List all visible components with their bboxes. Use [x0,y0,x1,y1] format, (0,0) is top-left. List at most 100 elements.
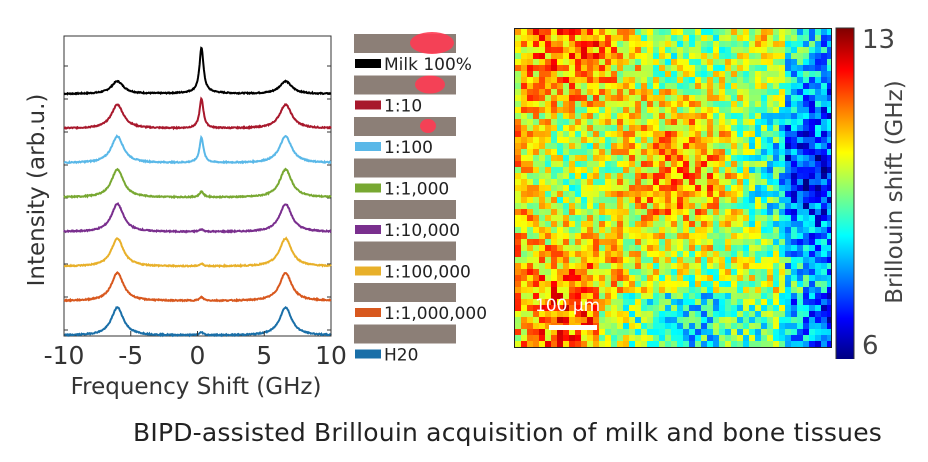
heat-cell [779,191,785,197]
heat-cell [599,113,605,119]
heat-cell [551,59,557,65]
heat-cell [725,299,731,305]
heat-cell [665,125,671,131]
heat-cell [635,95,641,101]
heat-cell [527,167,533,173]
heat-cell [725,161,731,167]
heat-cell [653,311,659,317]
heat-cell [671,65,677,71]
heat-cell [815,131,821,137]
heat-cell [557,305,563,311]
heat-cell [515,95,521,101]
heat-cell [623,311,629,317]
heat-cell [521,83,527,89]
heat-cell [755,299,761,305]
heat-cell [533,317,539,323]
heat-cell [551,215,557,221]
heat-cell [737,155,743,161]
heat-cell [743,101,749,107]
heat-cell [767,179,773,185]
heat-cell [815,149,821,155]
heat-cell [815,119,821,125]
heat-cell [605,59,611,65]
heat-cell [713,185,719,191]
heat-cell [599,53,605,59]
heat-cell [773,299,779,305]
heat-cell [659,197,665,203]
heat-cell [767,197,773,203]
heat-cell [713,161,719,167]
heat-cell [791,221,797,227]
heat-cell [533,209,539,215]
heat-cell [647,89,653,95]
heat-cell [569,65,575,71]
heat-cell [545,95,551,101]
heat-cell [641,161,647,167]
heat-cell [641,113,647,119]
heat-cell [725,173,731,179]
heat-cell [683,251,689,257]
heat-cell [737,311,743,317]
caption-text: BIPD-assisted Brillouin acquisition of m… [133,418,882,447]
heat-cell [659,263,665,269]
heat-cell [701,71,707,77]
heat-cell [635,125,641,131]
heat-cell [689,335,695,341]
heat-cell [647,155,653,161]
heat-cell [689,107,695,113]
heat-cell [569,203,575,209]
heat-cell [707,167,713,173]
heat-cell [683,71,689,77]
heat-cell [575,227,581,233]
heat-cell [563,47,569,53]
heat-cell [821,83,827,89]
heat-cell [767,125,773,131]
heat-cell [533,179,539,185]
heat-cell [725,263,731,269]
heat-cell [827,221,831,227]
heat-cell [653,191,659,197]
heat-cell [821,107,827,113]
heat-cell [761,335,767,341]
heat-cell [641,77,647,83]
heat-cell [623,137,629,143]
heat-cell [809,95,815,101]
heat-cell [581,233,587,239]
heat-cell [755,167,761,173]
legend-swatch [355,100,381,110]
heat-cell [569,59,575,65]
heat-cell [767,293,773,299]
heat-cell [761,179,767,185]
heat-cell [575,317,581,323]
heat-cell [719,251,725,257]
heat-cell [785,287,791,293]
heat-cell [695,59,701,65]
heat-cell [599,299,605,305]
heat-cell [713,149,719,155]
heat-cell [671,179,677,185]
heat-cell [815,209,821,215]
heat-cell [551,257,557,263]
heat-cell [587,47,593,53]
heat-cell [743,137,749,143]
heat-cell [635,101,641,107]
heat-cell [653,185,659,191]
heat-cell [689,251,695,257]
heat-cell [617,269,623,275]
heat-cell [611,83,617,89]
heat-cell [563,209,569,215]
heat-cell [575,287,581,293]
heat-cell [761,77,767,83]
heat-cell [815,161,821,167]
heat-cell [587,221,593,227]
legend-swatch [355,266,381,276]
heat-cell [623,101,629,107]
heat-cell [527,191,533,197]
heat-cell [701,263,707,269]
heat-cell [623,179,629,185]
heat-cell [599,215,605,221]
heat-cell [827,275,831,281]
heat-cell [515,35,521,41]
heat-cell [527,41,533,47]
heat-cell [623,341,629,347]
